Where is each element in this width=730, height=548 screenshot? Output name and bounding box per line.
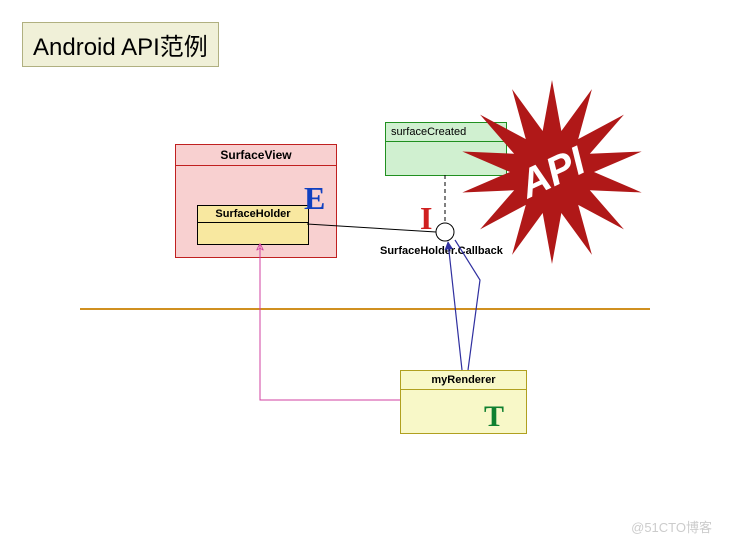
callback-label: SurfaceHolder.Callback bbox=[380, 245, 503, 257]
surfaceholder-header: SurfaceHolder bbox=[198, 206, 308, 223]
letter-e: E bbox=[304, 180, 325, 217]
title-text: Android API范例 bbox=[33, 34, 208, 61]
svg-text:API: API bbox=[512, 139, 593, 208]
watermark: @51CTO博客 bbox=[631, 517, 712, 536]
myrenderer-class: myRenderer bbox=[400, 370, 527, 434]
surfaceview-header: SurfaceView bbox=[176, 145, 336, 166]
diagram-overlay: API bbox=[0, 0, 730, 548]
surfacecreated-body bbox=[386, 142, 506, 170]
title-box: Android API范例 bbox=[22, 22, 219, 67]
myrenderer-header: myRenderer bbox=[401, 371, 526, 390]
surfacecreated-header: surfaceCreated bbox=[386, 123, 506, 142]
myrenderer-body bbox=[401, 390, 526, 426]
surfaceholder-class: SurfaceHolder bbox=[197, 205, 309, 245]
letter-t: T bbox=[484, 400, 504, 434]
surfaceholder-body bbox=[198, 223, 308, 239]
horizontal-divider bbox=[80, 308, 650, 310]
surfacecreated-class: surfaceCreated bbox=[385, 122, 507, 176]
letter-i: I bbox=[420, 200, 432, 237]
